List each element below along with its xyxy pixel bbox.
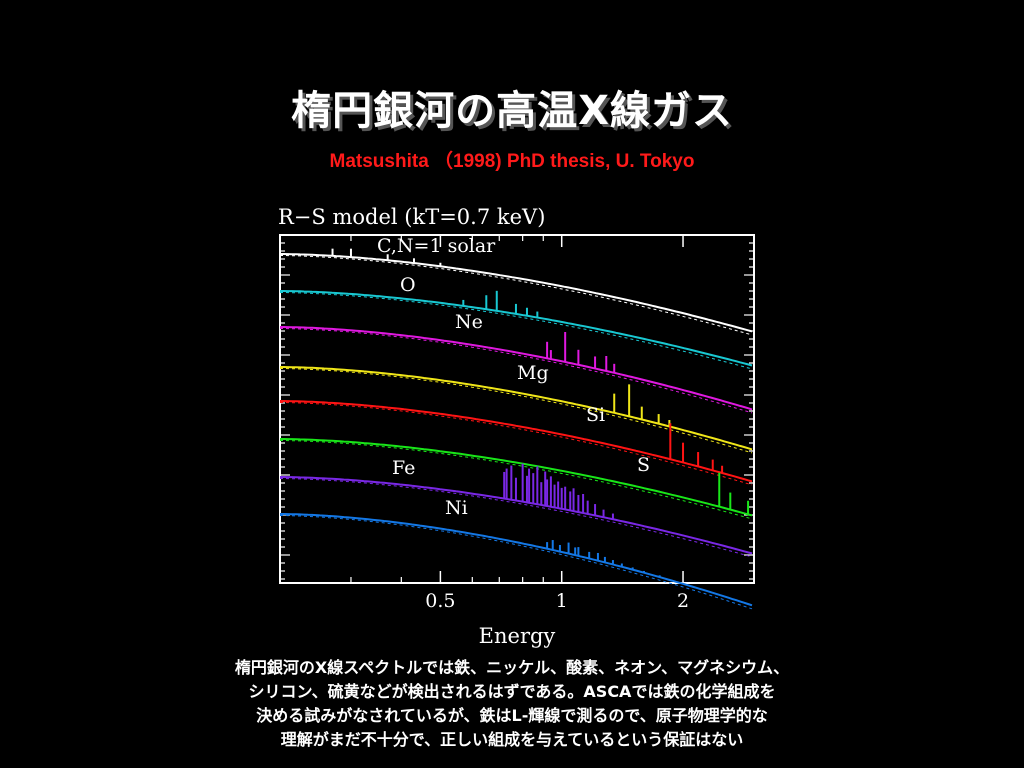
slide-title: 楕円銀河の高温X線ガス — [291, 88, 733, 134]
chart-svg: R−S model (kT=0.7 keV) C,N=1 solar O Ne Mg S… — [278, 205, 755, 648]
series-label: Mg — [517, 362, 549, 384]
continuum-dashed-5 — [280, 440, 753, 520]
x-axis-label: Energy — [479, 624, 556, 648]
continuum-2 — [280, 326, 753, 411]
series-label: O — [400, 274, 416, 296]
caption: 楕円銀河のX線スペクトルでは鉄、ニッケル、酸素、ネオン、マグネシウム、 シリコン… — [0, 656, 1024, 752]
plot-frame — [279, 234, 755, 584]
continuum-5 — [280, 438, 753, 517]
series-label: Si — [586, 404, 605, 426]
caption-line: 決める試みがなされているが、鉄はL-輝線で測るので、原子物理学的な — [256, 706, 768, 725]
continuum-4 — [280, 400, 753, 483]
continuum-dashed-4 — [280, 402, 753, 486]
series-label: Ni — [445, 497, 468, 519]
continuum-0 — [280, 253, 753, 333]
x-tick-labels: 0.5 1 2 — [425, 590, 689, 612]
continuum-3 — [280, 366, 753, 451]
continuum-dashed-0 — [280, 255, 753, 336]
x-tick-label: 1 — [556, 590, 568, 612]
continuum-dashed-1 — [280, 292, 753, 370]
continuum-1 — [280, 290, 753, 367]
element-labels: C,N=1 solar O Ne Mg Si S Fe Ni — [377, 235, 650, 519]
continuum-7 — [280, 513, 753, 607]
series-label: C,N=1 solar — [377, 235, 496, 257]
continuum-dashed-2 — [280, 328, 753, 414]
x-tick-label: 0.5 — [425, 590, 455, 612]
continuum-curves — [280, 253, 753, 610]
continuum-dashed-3 — [280, 368, 753, 454]
series-label: Fe — [392, 457, 415, 479]
caption-line: シリコン、硫黄などが検出されるはずである。ASCAでは鉄の化学組成を — [248, 682, 776, 701]
citation: Matsushita （1998) PhD thesis, U. Tokyo — [329, 151, 695, 172]
spectrum-chart: R−S model (kT=0.7 keV) C,N=1 solar O Ne Mg S… — [262, 196, 772, 654]
axis-ticks — [279, 235, 755, 583]
series-label: S — [637, 454, 650, 476]
x-tick-label: 2 — [677, 590, 689, 612]
chart-title: R−S model (kT=0.7 keV) — [278, 205, 545, 229]
caption-line: 楕円銀河のX線スペクトルでは鉄、ニッケル、酸素、ネオン、マグネシウム、 — [234, 658, 790, 677]
emission-lines — [331, 248, 750, 578]
continuum-dashed-7 — [280, 515, 753, 610]
series-label: Ne — [455, 311, 483, 333]
continuum-dashed-6 — [280, 478, 753, 558]
caption-line: 理解がまだ不十分で、正しい組成を与えているという保証はない — [280, 730, 744, 749]
